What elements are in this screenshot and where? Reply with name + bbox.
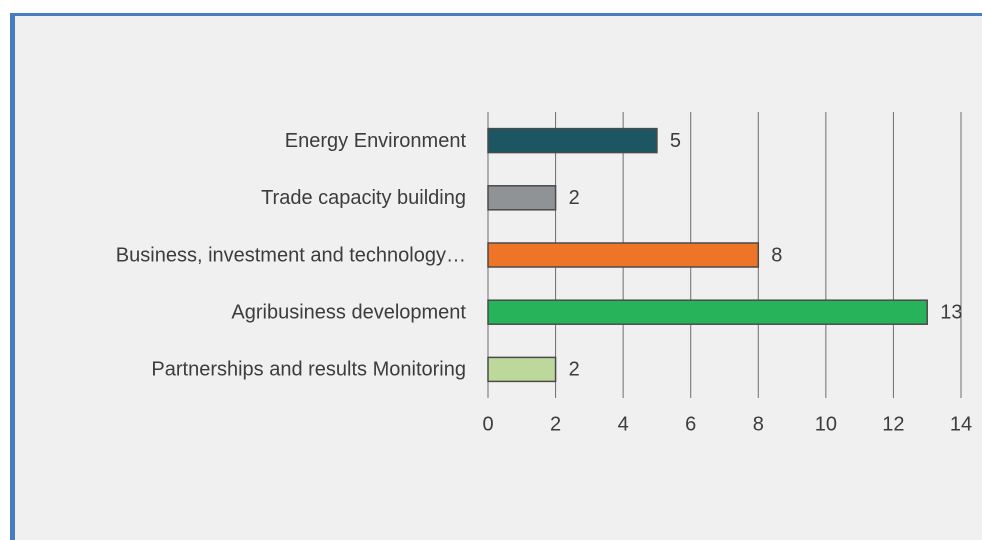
y-tick-label: Partnerships and results Monitoring: [151, 359, 466, 381]
x-tick-label: 2: [550, 413, 561, 435]
x-tick-label: 10: [815, 413, 837, 435]
bar: [487, 185, 557, 211]
y-tick-label: Agribusiness development: [231, 301, 466, 323]
x-tick-label: 4: [618, 413, 629, 435]
bar: [487, 299, 928, 325]
data-label: 2: [569, 187, 580, 209]
data-label: 5: [670, 130, 681, 152]
data-label: 13: [940, 301, 962, 323]
x-tick-label: 0: [482, 413, 493, 435]
y-tick-label: Trade capacity building: [261, 187, 466, 209]
x-tick-label: 6: [685, 413, 696, 435]
bar: [487, 242, 760, 268]
x-tick-label: 12: [882, 413, 904, 435]
data-label: 2: [569, 359, 580, 381]
x-tick-label: 8: [753, 413, 764, 435]
bar: [487, 127, 658, 154]
y-tick-label: Business, investment and technology…: [116, 244, 466, 266]
y-tick-label: Energy Environment: [285, 130, 467, 152]
panel: [12, 15, 982, 540]
x-tick-label: 14: [950, 413, 972, 435]
data-label: 8: [771, 244, 782, 266]
bar: [487, 356, 557, 383]
